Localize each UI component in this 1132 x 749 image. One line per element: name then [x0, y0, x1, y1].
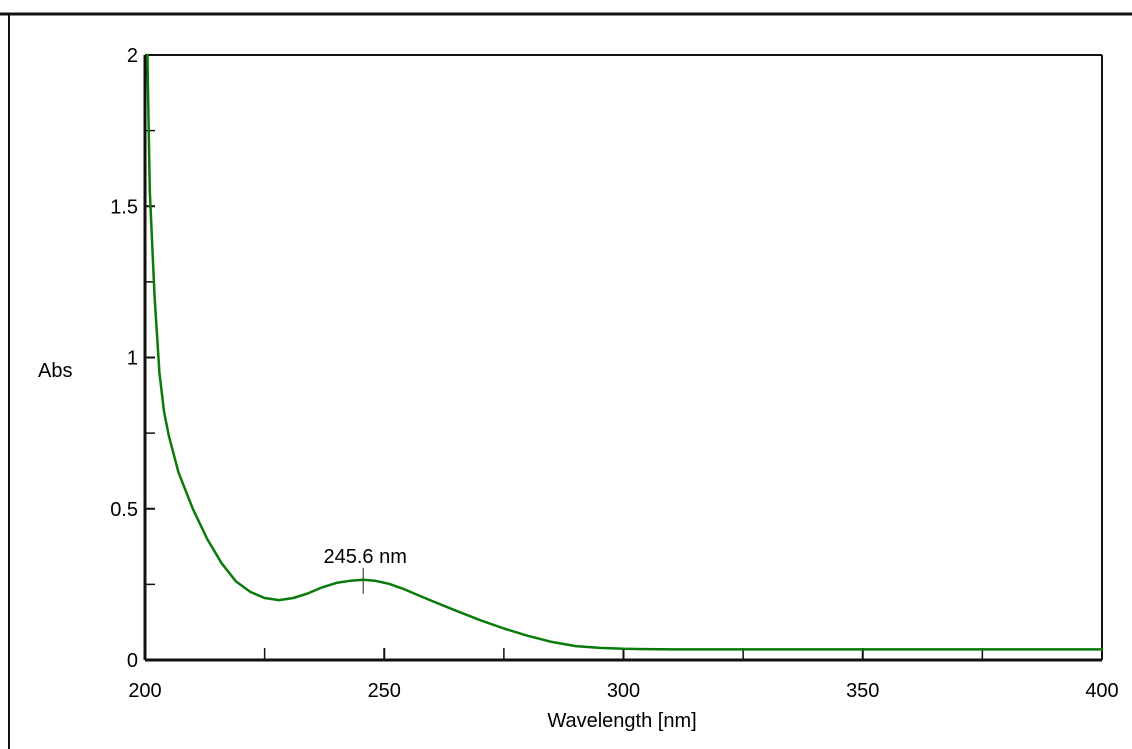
x-tick-label: 200 — [128, 680, 161, 702]
series-layer — [146, 53, 1104, 651]
peak-annotation-label: 245.6 nm — [324, 546, 407, 568]
y-tick-label: 1.5 — [110, 196, 138, 218]
plot-frame — [143, 54, 1103, 662]
x-tick-label: 400 — [1085, 680, 1118, 702]
x-tick-label: 250 — [368, 680, 401, 702]
y-tick-label: 1 — [127, 348, 138, 370]
absorbance-series-line — [146, 53, 1104, 651]
annotation-layer: 245.6 nm — [324, 546, 407, 594]
x-tick-label: 350 — [846, 680, 879, 702]
y-tick-label: 0 — [127, 650, 138, 672]
y-tick-label: 0.5 — [110, 499, 138, 521]
x-tick-label: 300 — [607, 680, 640, 702]
x-axis-title: Wavelength [nm] — [547, 710, 696, 732]
y-axis-title: Abs — [38, 360, 72, 382]
y-tick-label: 2 — [127, 45, 138, 67]
axis-tick-labels: 200 250 300 350 400 0 0.5 1 1.5 2 — [110, 45, 1119, 702]
axis-ticks — [144, 54, 1103, 661]
